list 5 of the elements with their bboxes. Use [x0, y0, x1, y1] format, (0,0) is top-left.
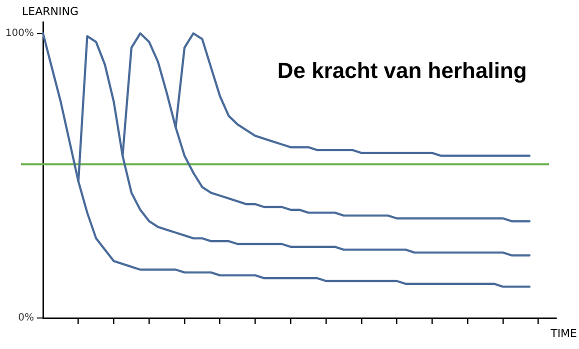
y-tick-label: 0%: [18, 312, 34, 324]
text: De kracht van herhaling: [277, 58, 527, 84]
y-axis-title: LEARNING: [22, 4, 78, 18]
y-tick-label: 100%: [5, 28, 34, 39]
x-axis-title: TIME: [550, 326, 578, 340]
